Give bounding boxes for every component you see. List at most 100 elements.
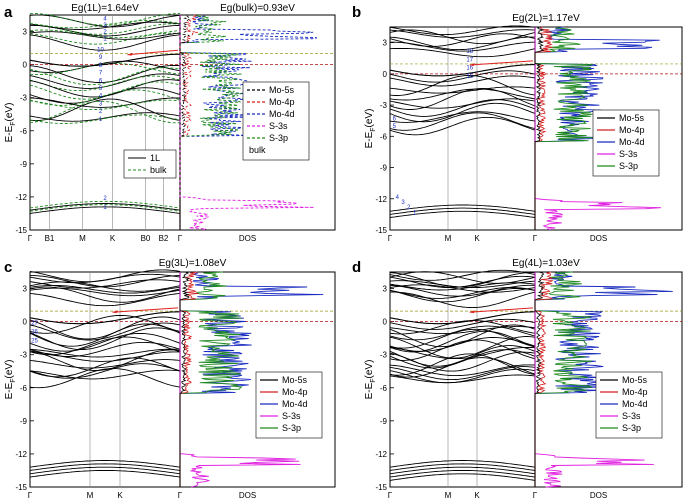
kpoint-label: K [117,491,123,500]
band-curves [389,269,536,481]
band-line [29,463,181,471]
band-line [389,466,536,475]
dos-legend-label: S-3p [282,423,301,433]
band-line [389,284,536,297]
y-tick-label: -12 [15,193,27,202]
band-line [29,281,181,292]
band-line [29,75,181,92]
band-index-label: 2 [407,205,411,211]
band-line [29,63,181,76]
band-line [389,29,536,38]
band-line [389,320,536,335]
band-line [29,470,181,478]
band-line [29,97,180,108]
band-line [29,369,181,380]
band-index-label: 18 [466,49,473,55]
dos-mo5s [179,14,190,230]
band-gap-arrowhead [469,62,475,66]
dos-legend-label: S-3p [622,423,641,433]
band-title: Eg(1L)=1.64eV [71,3,139,14]
y-tick-label: -15 [15,483,27,492]
band-line [389,111,536,123]
y-axis-label: E-EF(eV) [4,360,17,400]
band-line [29,466,181,475]
band-line [389,271,536,284]
y-tick-label: -12 [375,450,387,459]
band-line [29,351,180,362]
band-line [29,273,181,284]
dos-axis-label: DOS [590,491,607,500]
band-line [389,272,535,288]
kpoint-label: Γ [178,234,183,243]
band-line [389,88,536,110]
kpoint-label: K [110,234,116,243]
band-index-label: 6 [393,117,397,123]
band-index-label: 1 [103,36,107,42]
band-legend-label: bulk [150,165,167,175]
y-axis-label: E-EF(eV) [364,109,377,149]
dos-axis-label: DOS [239,234,256,243]
band-line [29,316,181,340]
y-tick-label: -3 [20,94,28,103]
y-tick-label: -15 [15,226,27,235]
band-index-label: 26 [31,330,38,336]
band-line [29,114,181,124]
band-line [389,337,536,352]
dos-legend-label: S-3p [269,133,288,143]
y-tick-label: 3 [383,39,388,48]
band-line [389,102,536,123]
panel-letter-d: d [352,259,361,276]
kpoint-label: Γ [388,491,393,500]
band-index-label: 17 [466,57,473,63]
band-line [29,204,181,212]
y-tick-label: -12 [15,450,27,459]
panel-a: a Eg(1L)=1.64eV Eg(bulk)=0.93eV 3 0 -3 -6 -9 -12… [4,3,336,243]
band-index-label: 8 [99,63,103,69]
dos-axis-label: DOS [590,234,607,243]
band-line [29,279,181,289]
band-line [389,207,536,215]
dos-legend-label: S-3p [619,161,638,171]
y-tick-label: 3 [383,285,388,294]
band-line [389,460,536,468]
band-line [29,34,181,51]
band-index-label: 25 [31,339,38,345]
band-line [29,29,181,39]
band-line [30,12,181,26]
kpoint-label: K [474,234,480,243]
band-line [389,74,536,96]
y-tick-label: -15 [375,226,387,235]
band-index-label: 2 [103,196,107,202]
y-tick-label: 3 [23,28,28,37]
band-line [390,41,535,52]
kpoint-label: M [79,234,86,243]
band-curves [29,269,181,478]
plot-frame [29,271,336,488]
band-line [389,326,536,335]
band-gap-arrow [127,49,179,56]
band-index-label: 3 [401,200,405,206]
band-line [389,112,536,131]
band-index-label: 6 [99,78,103,84]
y-tick-label: -6 [380,384,388,393]
band-index-label: 4 [396,195,400,201]
y-tick-label: -6 [380,132,388,141]
y-tick-label: -9 [20,417,28,426]
band-line [389,366,536,381]
band-line [389,473,536,481]
band-line [389,368,536,384]
band-line [389,364,536,377]
dos-legend-label: Mo-5s [282,375,308,385]
band-line [29,98,181,122]
band-index-label: 1 [413,210,417,216]
band-line [29,200,181,209]
band-line [389,346,536,360]
dos-legend-label: Mo-4d [622,399,648,409]
band-legend: 1L bulk [123,149,177,179]
band-curves [29,12,181,214]
dos-curves [534,271,673,488]
band-line [29,460,181,468]
kpoint-label: M [445,491,452,500]
band-index-label: 5 [393,124,397,130]
